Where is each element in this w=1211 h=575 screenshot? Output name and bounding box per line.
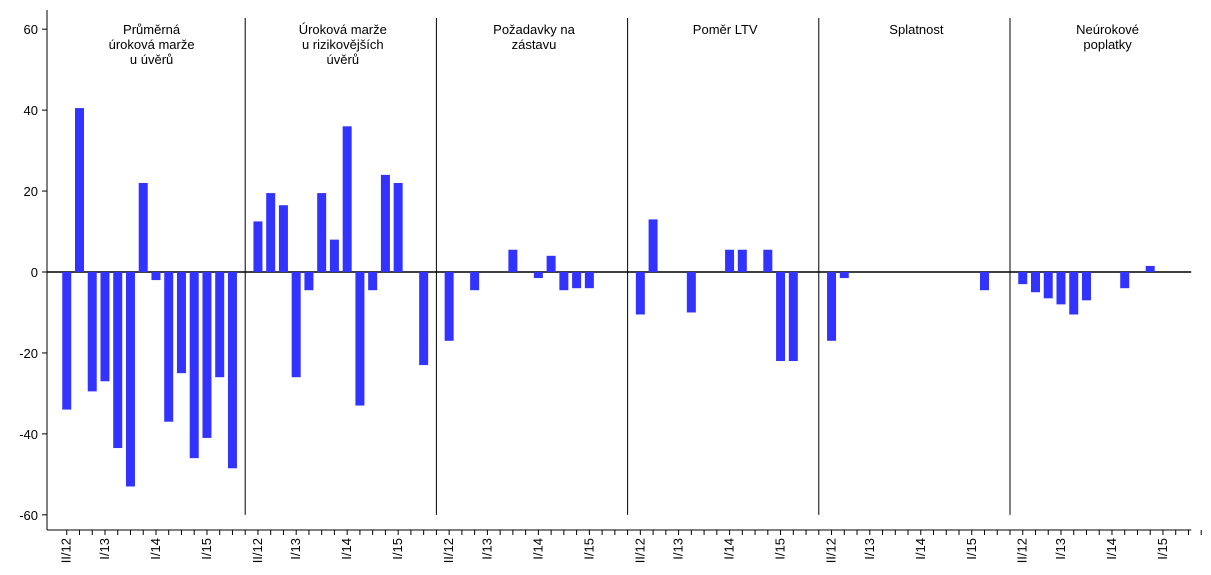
bar [100,272,110,382]
bar [1120,272,1130,289]
bar [380,174,390,272]
bar [508,249,518,272]
bar [113,272,123,449]
x-tick-label: I/14 [148,538,163,560]
bar [176,272,186,374]
x-tick-label: II/12 [1015,538,1030,563]
y-tick-label: 60 [24,22,38,37]
bar [827,272,837,341]
bar [151,272,161,281]
panel-title: Průměrná [123,22,181,37]
bar [291,272,301,378]
y-tick-label: -40 [19,427,38,442]
panel-title: Neúrokové [1076,22,1139,37]
x-tick-label: I/14 [530,538,545,560]
bar [686,272,696,313]
panel-title: Úroková marže [299,22,387,37]
bar [304,272,314,291]
bar [87,272,97,392]
panel-title: úroková marže [109,37,195,52]
bar [419,272,429,366]
bar [533,272,543,279]
bar [470,272,480,291]
x-tick-label: I/13 [671,538,686,560]
x-tick-label: I/14 [913,538,928,560]
x-tick-label: I/14 [1104,538,1119,560]
x-tick-label: II/12 [250,538,265,563]
y-tick-label: 20 [24,184,38,199]
panel-title: zástavu [512,37,557,52]
x-tick-label: II/12 [824,538,839,563]
bar [62,272,72,410]
bar [368,272,378,291]
bar [776,272,786,362]
panel-title: Splatnost [889,22,944,37]
bar [266,193,276,272]
x-tick-label: I/15 [964,538,979,560]
bar [1030,272,1040,293]
y-tick-label: -20 [19,346,38,361]
bar [572,272,582,289]
bar [725,249,735,272]
x-tick-label: II/12 [632,538,647,563]
bar [1018,272,1028,285]
bar [788,272,798,362]
x-tick-label: I/13 [288,538,303,560]
bar [635,272,645,315]
bar [737,249,747,272]
x-tick-label: I/13 [97,538,112,560]
bar [393,182,403,272]
x-tick-label: I/13 [479,538,494,560]
bar [329,239,339,272]
panel-title: úvěrů [327,52,360,67]
panel-title: poplatky [1083,37,1132,52]
y-tick-label: 40 [24,103,38,118]
panel-title: Poměr LTV [693,22,758,37]
x-tick-label: I/14 [722,538,737,560]
y-tick-label: -60 [19,508,38,523]
bar [444,272,454,341]
bar [189,272,199,459]
bar [317,193,327,272]
bar [980,272,990,291]
y-tick-label: 0 [31,265,38,280]
bar [763,249,773,272]
bar [1081,272,1091,301]
bar [1069,272,1079,315]
x-tick-label: I/13 [862,538,877,560]
x-tick-label: I/15 [773,538,788,560]
x-tick-label: I/13 [1053,538,1068,560]
bar [253,221,263,272]
panel-title: u rizikovějších [302,37,384,52]
bar [125,272,135,487]
bar [342,126,352,272]
bar [355,272,365,406]
bar [227,272,237,469]
bar [584,272,594,289]
bar [1056,272,1066,305]
bar [1145,265,1155,272]
bar [202,272,212,438]
x-tick-label: I/15 [390,538,405,560]
bar [559,272,569,291]
x-tick-label: I/15 [199,538,214,560]
x-tick-label: I/14 [339,538,354,560]
bar [648,219,658,272]
panel-title: u úvěrů [130,52,173,67]
bar [546,255,556,272]
bar [138,182,148,272]
x-tick-label: II/12 [441,538,456,563]
bar [278,205,288,272]
bar [74,108,84,272]
x-tick-label: I/15 [1155,538,1170,560]
x-tick-label: I/15 [581,538,596,560]
bar [164,272,174,422]
bar [839,272,849,279]
x-tick-label: II/12 [59,538,74,563]
panel-title: Požadavky na [493,22,575,37]
bar [1043,272,1053,299]
bar [215,272,225,378]
